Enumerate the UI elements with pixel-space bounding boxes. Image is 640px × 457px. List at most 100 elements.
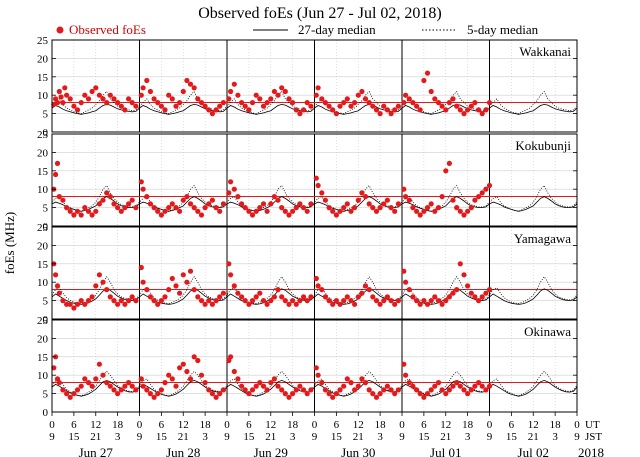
observed-point [67,394,73,400]
observed-point [308,294,314,300]
observed-point [432,294,438,300]
observed-point [151,394,157,400]
observed-point [144,194,150,200]
observed-point [96,201,102,207]
observed-point [239,201,245,207]
observed-point [333,212,339,218]
observed-point [271,294,277,300]
observed-point [304,208,310,214]
observed-point [483,387,489,393]
observed-point [202,301,208,307]
observed-point [260,103,267,109]
observed-point [443,107,449,113]
observed-point [337,301,343,307]
observed-point [54,160,61,166]
observed-point [476,298,482,304]
observed-point [424,301,431,307]
observed-point [115,100,121,106]
observed-point [417,301,423,307]
observed-point [56,290,62,296]
x-day-label: Jul 02 [518,445,549,457]
x-tick-ut: 12 [353,419,364,431]
observed-point [457,208,463,214]
observed-point [177,208,183,214]
observed-point [107,383,113,389]
x-tick-jst: 21 [265,431,276,443]
observed-point [410,294,416,300]
observed-point [162,294,168,300]
y-tick-label: 15 [37,259,49,271]
observed-point [151,205,157,211]
observed-point [297,111,303,117]
observed-point [414,387,420,393]
observed-point [246,391,252,397]
observed-point [64,391,70,397]
observed-point [421,394,427,400]
observed-point [198,372,205,378]
observed-point [344,376,350,382]
observed-point [384,383,390,389]
observed-point [352,387,358,393]
x-tick-ut: 18 [375,419,387,431]
observed-point [330,208,336,214]
observed-point [56,88,62,95]
observed-point [468,103,474,109]
observed-point [155,391,161,397]
x-tick-jst: 9 [399,431,405,443]
observed-point [282,298,288,304]
observed-point [297,298,303,304]
observed-point [220,100,226,106]
y-tick-label: 10 [37,184,49,196]
observed-point [82,301,88,307]
y-tick-label: 15 [37,166,49,178]
observed-point [133,103,139,109]
observed-point [217,391,223,397]
observed-point [53,272,59,278]
observed-point [279,85,285,91]
x-tick-ut: 12 [265,419,276,431]
observed-point [268,96,274,102]
panel-kokubunji: 0 5 10 15 20 25 Kokubunji [37,129,578,233]
y-tick-label: 20 [37,53,49,65]
observed-point [89,212,95,218]
observed-point [93,208,99,214]
observed-point [446,294,452,300]
x-tick-jst: 9 [574,431,580,443]
observed-point [359,290,365,296]
observed-point [384,197,390,203]
observed-point [235,92,241,98]
observed-point [56,380,62,386]
observed-point [129,197,135,203]
observed-point [71,212,77,218]
observed-point [239,100,245,106]
observed-point [355,92,361,98]
observed-point [169,376,175,382]
observed-point [290,100,296,106]
observed-point [158,212,164,218]
observed-point [187,201,194,207]
x-day-label: Jun 29 [254,445,288,457]
observed-point [401,186,407,192]
observed-point [198,212,205,218]
observed-point [155,100,161,106]
observed-point [373,394,380,400]
panel-yamagawa: 0 5 10 15 20 25 Yamagawa [37,222,578,326]
observed-point [348,103,354,109]
observed-point [414,103,420,109]
observed-point [85,208,92,214]
observed-point [435,298,442,304]
observed-point [370,391,376,397]
observed-point [249,100,256,106]
observed-point [257,96,263,102]
observed-point [279,205,285,211]
observed-point [483,107,489,113]
observed-point [235,376,241,382]
observed-point [446,387,452,393]
observed-point [96,272,102,278]
observed-point [279,294,285,300]
observed-point [439,103,445,109]
observed-point [472,197,478,203]
observed-point [322,387,328,393]
observed-point [96,92,102,98]
observed-point [104,190,110,196]
